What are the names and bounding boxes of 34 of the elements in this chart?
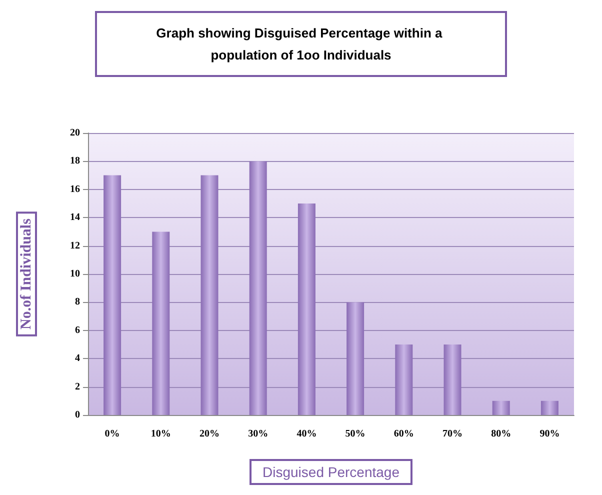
bar: [249, 161, 267, 415]
x-tick-label: 20%: [200, 428, 220, 440]
bar: [200, 175, 218, 415]
y-tick-label: 16: [70, 184, 80, 195]
y-tick-label: 8: [75, 296, 80, 308]
bar: [540, 400, 558, 415]
bar: [492, 400, 510, 415]
y-tick-label: 12: [70, 240, 80, 252]
y-tick-label: 6: [75, 324, 80, 336]
y-tick-label: 2: [75, 381, 80, 392]
x-tick-label: 60%: [394, 428, 414, 440]
bar: [152, 232, 170, 415]
y-tick-label: 18: [70, 156, 80, 167]
x-tick-label: 50%: [345, 428, 366, 440]
x-tick-label: 80%: [491, 428, 512, 440]
y-tick-label: 20: [70, 128, 80, 138]
x-tick-label: 40%: [296, 428, 317, 440]
y-tick-label: 0: [75, 410, 80, 420]
bar: [395, 344, 413, 415]
chart-title: Graph showing Disguised Percentage within a population of 1oo Individuals: [156, 26, 446, 62]
y-tick-label: 14: [70, 212, 80, 224]
bar: [298, 204, 316, 415]
x-axis-title: Disguised Percentage: [262, 464, 400, 480]
y-axis-title: No.of Individuals: [18, 218, 34, 330]
x-tick-label: 70%: [442, 428, 462, 440]
x-tick-label: 0%: [104, 428, 120, 440]
bar: [346, 302, 364, 415]
y-tick-label: 4: [75, 353, 80, 364]
x-tick-label: 10%: [150, 428, 171, 440]
x-tick-label: 30%: [248, 428, 268, 440]
x-tick-label: 90%: [540, 428, 560, 440]
bar: [444, 344, 462, 415]
bar: [104, 175, 122, 415]
y-tick-label: 10: [70, 268, 80, 280]
